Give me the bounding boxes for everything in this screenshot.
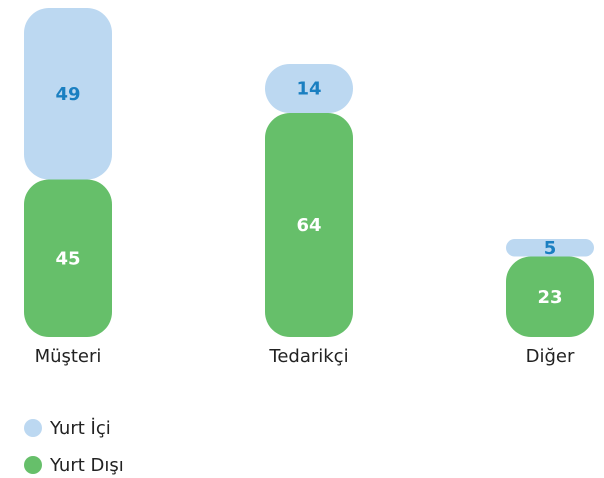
- bar-segment: [24, 8, 112, 180]
- x-tick-label: Müşteri: [35, 346, 102, 367]
- value-label: 5: [544, 238, 557, 259]
- bar-segment: [24, 179, 112, 337]
- value-label: 23: [537, 287, 562, 308]
- value-label: 45: [55, 248, 80, 269]
- legend-label: Yurt İçi: [49, 418, 111, 439]
- bar-segment: [265, 64, 353, 113]
- legend-swatch: [24, 419, 42, 437]
- bar-segment: [506, 256, 594, 337]
- legend-swatch: [24, 456, 42, 474]
- x-tick-label: Diğer: [526, 346, 575, 367]
- bar-segment: [265, 113, 353, 337]
- bar-segment: [506, 239, 594, 257]
- value-label: 49: [55, 84, 80, 105]
- value-label: 64: [296, 215, 321, 236]
- value-label: 14: [296, 79, 321, 100]
- legend-label: Yurt Dışı: [49, 455, 124, 476]
- x-tick-label: Tedarikçi: [268, 346, 348, 367]
